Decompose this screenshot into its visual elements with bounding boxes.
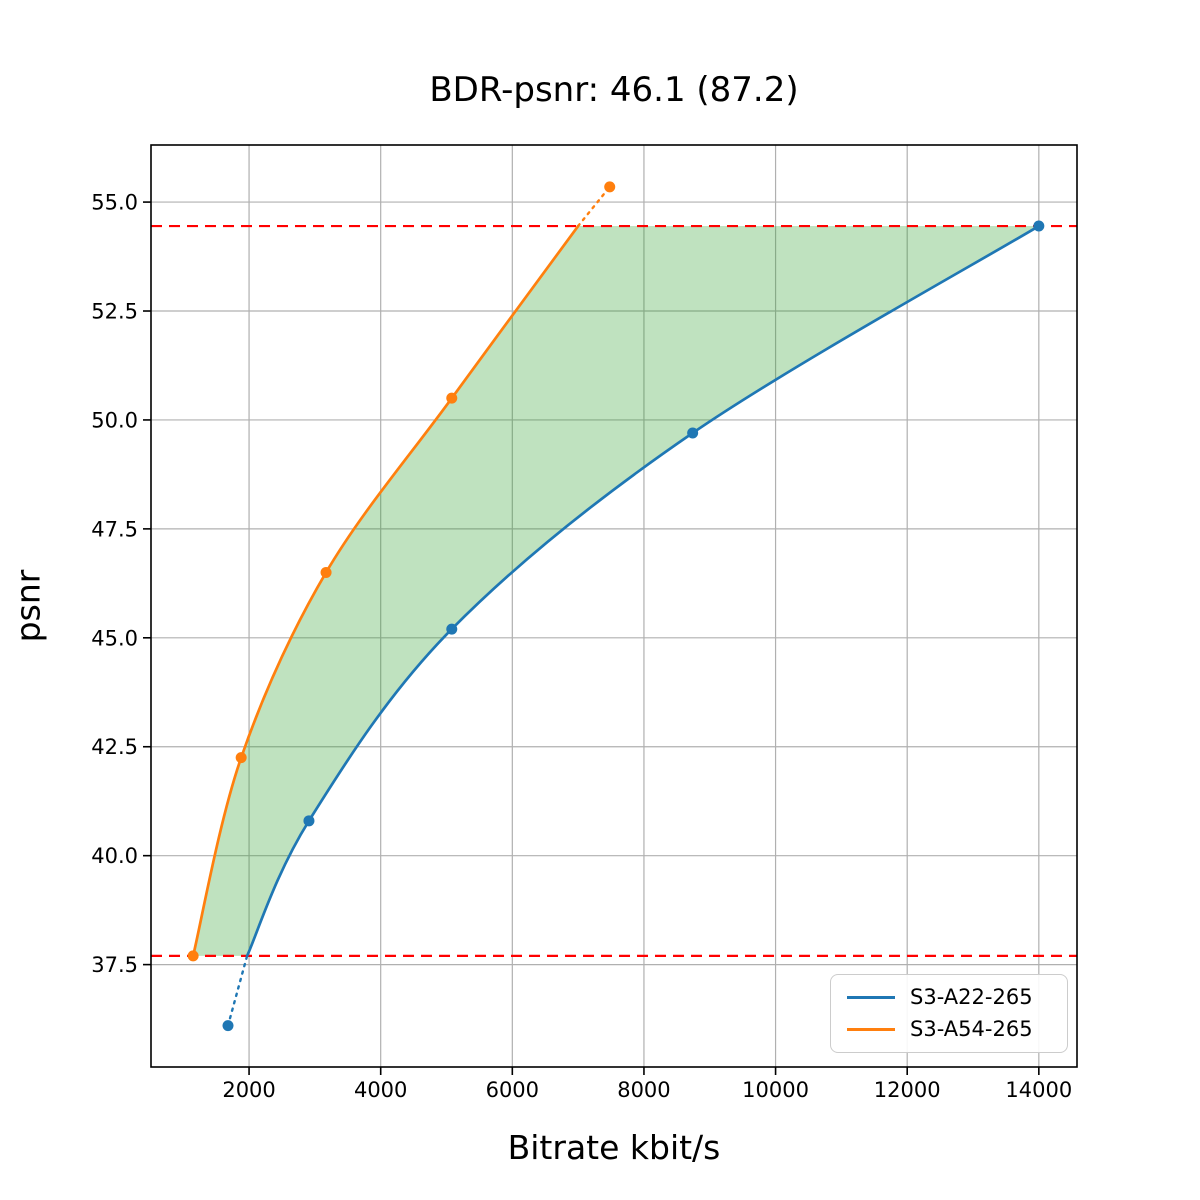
series-dotted-S3-A54-265	[576, 185, 611, 228]
legend-line-swatch	[847, 995, 895, 999]
y-tick-label: 52.5	[91, 300, 138, 324]
x-tick-label: 12000	[874, 1078, 941, 1102]
y-tick-label: 37.5	[91, 953, 138, 977]
legend-label: S3-A22-265	[910, 984, 1033, 1009]
data-point-S3-A54-265	[604, 181, 616, 193]
y-tick-label: 42.5	[91, 735, 138, 759]
data-point-S3-A54-265	[320, 566, 332, 578]
legend-label: S3-A54-265	[910, 1017, 1033, 1042]
legend-item: S3-A22-265	[847, 984, 1067, 1009]
y-tick-label: 47.5	[91, 517, 138, 541]
data-point-S3-A22-265	[1033, 220, 1045, 232]
data-point-S3-A22-265	[303, 815, 315, 827]
legend: S3-A22-265 S3-A54-265	[830, 974, 1068, 1053]
data-point-S3-A54-265	[235, 752, 247, 764]
x-tick-label: 4000	[354, 1078, 407, 1102]
series-dotted-S3-A22-265	[226, 954, 249, 1027]
data-point-S3-A22-265	[446, 623, 458, 635]
legend-line-swatch	[847, 1028, 895, 1032]
y-tick-label: 55.0	[91, 191, 138, 215]
bd-shaded-region	[193, 226, 1039, 956]
y-tick-label: 40.0	[91, 844, 138, 868]
data-point-S3-A54-265	[446, 392, 458, 404]
y-tick-label: 45.0	[91, 626, 138, 650]
x-tick-label: 10000	[742, 1078, 809, 1102]
data-point-S3-A54-265	[187, 950, 199, 962]
data-point-S3-A22-265	[222, 1020, 234, 1032]
data-point-S3-A22-265	[687, 427, 699, 439]
axes-frame	[150, 144, 1078, 1068]
x-tick-label: 2000	[222, 1078, 275, 1102]
x-tick-label: 14000	[1005, 1078, 1072, 1102]
legend-item: S3-A54-265	[847, 1019, 1067, 1040]
x-axis-label: Bitrate kbit/s	[507, 1128, 721, 1167]
chart-title: BDR-psnr: 46.1 (87.2)	[429, 70, 799, 110]
y-tick-label: 50.0	[91, 408, 138, 432]
y-axis-label: psnr	[8, 569, 48, 643]
x-tick-label: 6000	[486, 1078, 539, 1102]
series-line-S3-A22-265	[245, 224, 1041, 958]
x-tick-label: 8000	[617, 1078, 670, 1102]
